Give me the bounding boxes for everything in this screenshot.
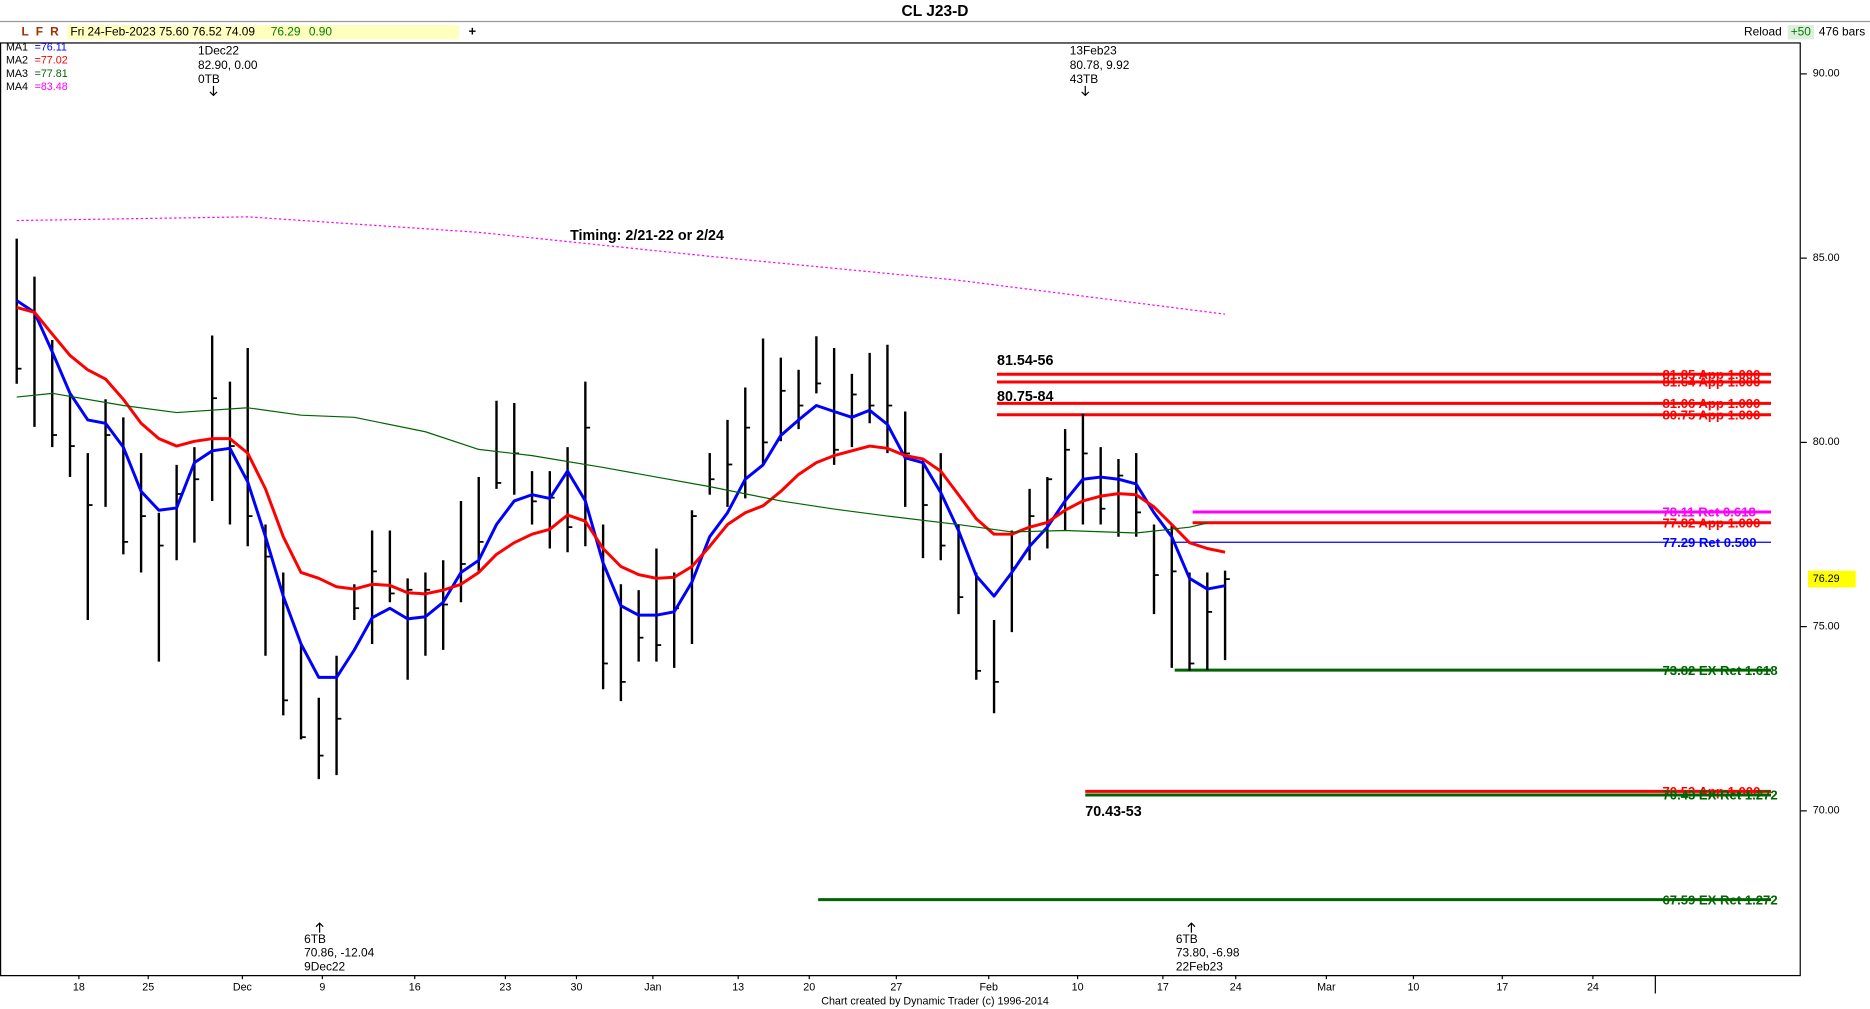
x-tick-label: 10 — [1407, 981, 1419, 993]
pivot-label: 6TB — [304, 932, 326, 946]
pivot-arrow — [209, 85, 218, 97]
level-label: 73.82 EX Ret 1.618 — [1662, 663, 1777, 678]
x-tick-label: 27 — [890, 981, 902, 993]
level-label: 81.64 App 1.000 — [1662, 375, 1760, 390]
footer: Chart created by Dynamic Trader (c) 1996… — [821, 996, 1049, 1008]
add-button[interactable]: + — [468, 24, 476, 39]
y-tick-label: 90.00 — [1813, 68, 1840, 80]
x-tick-label: Jan — [644, 981, 661, 993]
level-label: 81.06 App 1.000 — [1662, 396, 1760, 411]
legend-name: MA3 — [6, 68, 28, 80]
level-label: 81.85 App 1.000 — [1662, 367, 1760, 382]
pivot-label: 9Dec22 — [304, 959, 345, 973]
legend-name: MA2 — [6, 55, 28, 67]
legend-value: =77.81 — [35, 68, 68, 80]
x-tick-label: 10 — [1072, 981, 1084, 993]
zone-label: 80.75-84 — [997, 389, 1053, 405]
pivot-arrow — [1081, 85, 1090, 97]
pivot-arrow — [315, 922, 324, 933]
pivot-label: 43TB — [1070, 72, 1099, 86]
ma-line — [16, 216, 1226, 315]
level-label: 78.11 Ret 0.618 — [1662, 505, 1755, 520]
bar-info: Fri 24-Feb-2023 75.60 76.52 74.09 — [70, 24, 255, 38]
pivot-label: 13Feb23 — [1070, 43, 1117, 57]
x-tick-label: 30 — [570, 981, 582, 993]
level-label: 67.59 EX Ret 1.272 — [1662, 892, 1777, 907]
y-tick-label: 80.00 — [1813, 436, 1840, 448]
x-tick-label: 13 — [732, 981, 744, 993]
level-label: 70.43 EX Ret 1.272 — [1662, 788, 1777, 803]
x-tick-label: 20 — [803, 981, 815, 993]
zone-label: 70.43-53 — [1085, 804, 1141, 820]
legend-name: MA4 — [6, 81, 28, 93]
x-tick-label: 16 — [409, 981, 421, 993]
x-tick-label: 17 — [1496, 981, 1508, 993]
ma-line — [16, 306, 1226, 596]
y-tick-label: 70.00 — [1813, 805, 1840, 817]
ma-line — [15, 299, 1226, 679]
legend-value: =77.02 — [35, 55, 68, 67]
x-tick-label: 24 — [1587, 981, 1599, 993]
legend-value: =83.48 — [35, 81, 68, 93]
y-tick-label: 75.00 — [1813, 620, 1840, 632]
pivot-label: 0TB — [198, 72, 220, 86]
flag[interactable]: R — [50, 24, 59, 38]
x-tick-label: 23 — [499, 981, 511, 993]
chart-title: CL J23-D — [902, 3, 969, 20]
pivot-label: 73.80, -6.98 — [1176, 946, 1240, 960]
pivot-label: 22Feb23 — [1176, 959, 1223, 973]
x-tick-label: 17 — [1157, 981, 1169, 993]
legend-name: MA1 — [6, 42, 28, 54]
last-price-box — [1807, 570, 1856, 588]
x-tick-label: Dec — [233, 981, 253, 993]
x-tick-label: 24 — [1230, 981, 1242, 993]
bar-change: 0.90 — [309, 24, 333, 38]
reload-button[interactable]: Reload — [1744, 24, 1782, 38]
ma-line — [16, 392, 1208, 534]
pivot-arrow — [1187, 922, 1196, 933]
y-tick-label: 85.00 — [1813, 252, 1840, 264]
timing-note: Timing: 2/21-22 or 2/24 — [570, 228, 724, 244]
flag[interactable]: L — [21, 24, 28, 38]
pivot-label: 1Dec22 — [198, 43, 239, 57]
level-label: 77.29 Ret 0.500 — [1662, 535, 1756, 550]
info-box — [66, 25, 460, 40]
x-tick-label: Feb — [979, 981, 998, 993]
x-tick-label: 25 — [142, 981, 154, 993]
x-tick-label: 9 — [319, 981, 325, 993]
step-box — [1787, 25, 1814, 40]
bar-count: 476 bars — [1819, 24, 1865, 38]
pivot-label: 82.90, 0.00 — [198, 58, 258, 72]
x-tick-label: Mar — [1317, 981, 1336, 993]
legend-value: =76.11 — [35, 42, 67, 54]
flag[interactable]: F — [36, 24, 43, 38]
last-price-label: 76.29 — [1813, 573, 1840, 585]
pivot-label: 70.86, -12.04 — [304, 946, 375, 960]
x-tick-label: 18 — [73, 981, 85, 993]
level-label: 80.75 App 1.000 — [1662, 407, 1760, 422]
pivot-label: 80.78, 9.92 — [1070, 58, 1130, 72]
level-label: 77.82 App 1.000 — [1662, 515, 1760, 530]
step-button[interactable]: +50 — [1791, 24, 1812, 38]
pivot-label: 6TB — [1176, 932, 1198, 946]
zone-label: 81.54-56 — [997, 353, 1053, 369]
bar-last: 76.29 — [271, 24, 301, 38]
